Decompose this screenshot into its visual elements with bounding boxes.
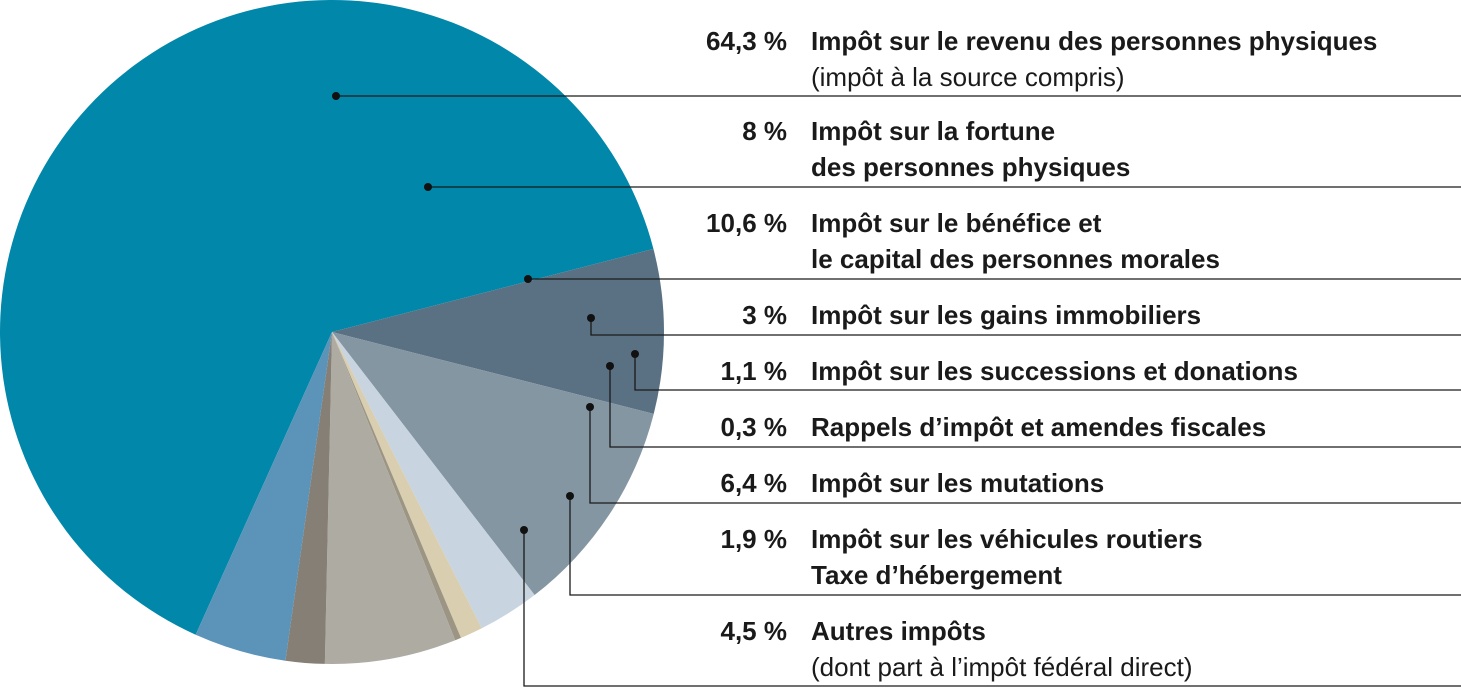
pie-slice (332, 332, 482, 638)
leader-dot (524, 275, 532, 283)
slice-label: Impôt sur les successions et donations (811, 356, 1298, 386)
slice-label: Rappels d’impôt et amendes fiscales (811, 412, 1266, 442)
legend-labels: 64,3 % Impôt sur le revenu des personnes … (706, 26, 1377, 682)
leader-line (590, 318, 1461, 336)
percent-label: 10,6 % (706, 208, 787, 238)
leader-dot (332, 92, 340, 100)
pie-slice (332, 332, 535, 629)
pie-slice (332, 332, 461, 641)
leader-dot (631, 350, 639, 358)
slice-label: Impôt sur les mutations (811, 468, 1104, 498)
pie-slice (332, 248, 664, 414)
percent-label: 4,5 % (721, 616, 788, 646)
leader-dot (606, 362, 614, 370)
percent-label: 64,3 % (706, 26, 787, 56)
pie-slice (195, 332, 332, 661)
slice-label: Taxe d’hébergement (811, 560, 1062, 590)
leader-line (609, 366, 1461, 448)
leader-dot (424, 183, 432, 191)
slice-label: le capital des personnes morales (811, 244, 1220, 274)
slice-label: Impôt sur les gains immobiliers (811, 300, 1201, 330)
slice-label: Impôt sur les véhicules routiers (811, 524, 1203, 554)
pie-slice (324, 332, 456, 664)
pie-slices (0, 0, 664, 664)
pie-slice (332, 332, 654, 596)
percent-label: 1,9 % (721, 524, 788, 554)
leader-line (569, 496, 1461, 596)
pie-slice (285, 332, 332, 664)
leader-dot (586, 403, 594, 411)
leader-dot (520, 526, 528, 534)
pie-slice (0, 0, 654, 635)
leader-lines (332, 92, 1461, 687)
percent-label: 6,4 % (721, 468, 788, 498)
slice-label: Autres impôts (811, 616, 986, 646)
leader-dot (566, 492, 574, 500)
slice-label: des personnes physiques (811, 152, 1130, 182)
slice-label: (dont part à l’impôt fédéral direct) (811, 652, 1193, 682)
slice-label: (impôt à la source compris) (811, 62, 1125, 92)
slice-label: Impôt sur la fortune (811, 116, 1055, 146)
leader-line (523, 530, 1461, 687)
leader-line (589, 407, 1461, 504)
percent-label: 8 % (742, 116, 787, 146)
percent-label: 0,3 % (721, 412, 788, 442)
slice-label: Impôt sur le revenu des personnes physiq… (811, 26, 1377, 56)
slice-label: Impôt sur le bénéfice et (811, 208, 1102, 238)
percent-label: 1,1 % (721, 356, 788, 386)
leader-dot (587, 314, 595, 322)
leader-line (634, 354, 1461, 391)
percent-label: 3 % (742, 300, 787, 330)
